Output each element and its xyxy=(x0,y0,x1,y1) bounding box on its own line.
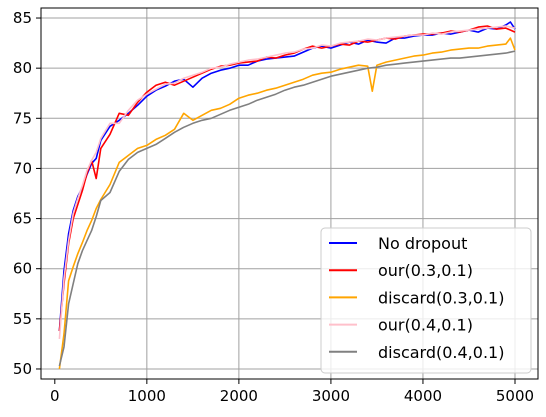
x-tick-label: 0 xyxy=(50,387,60,405)
legend-label: discard(0.4,0.1) xyxy=(378,343,504,362)
y-tick-label: 50 xyxy=(13,360,32,378)
y-tick-label: 85 xyxy=(13,9,32,27)
axis-ticks: 0 1000 2000 3000 4000 5000 50 55 60 65 70 75 80 85 xyxy=(13,9,534,405)
y-tick-label: 80 xyxy=(13,59,32,77)
plot-frame xyxy=(40,7,539,380)
series-line xyxy=(58,25,516,339)
x-tick-label: 3000 xyxy=(312,387,350,405)
legend: No dropout our(0.3,0.1) discard(0.3,0.1) ou… xyxy=(320,227,532,374)
y-tick-label: 60 xyxy=(13,260,32,278)
legend-box xyxy=(320,227,532,374)
x-tick-label: 1000 xyxy=(128,387,166,405)
legend-label: No dropout xyxy=(378,234,467,253)
x-tick-label: 4000 xyxy=(404,387,442,405)
y-tick-label: 75 xyxy=(13,109,32,127)
grid-lines xyxy=(41,8,538,379)
y-tick-label: 55 xyxy=(13,310,32,328)
legend-label: our(0.3,0.1) xyxy=(378,261,473,280)
x-tick-label: 5000 xyxy=(496,387,534,405)
legend-label: discard(0.3,0.1) xyxy=(378,288,504,307)
x-tick-label: 2000 xyxy=(220,387,258,405)
series-line xyxy=(58,37,516,370)
legend-label: our(0.4,0.1) xyxy=(378,316,473,335)
y-tick-label: 70 xyxy=(13,159,32,177)
series-lines xyxy=(58,21,516,370)
series-line xyxy=(58,50,516,367)
y-tick-label: 65 xyxy=(13,210,32,228)
